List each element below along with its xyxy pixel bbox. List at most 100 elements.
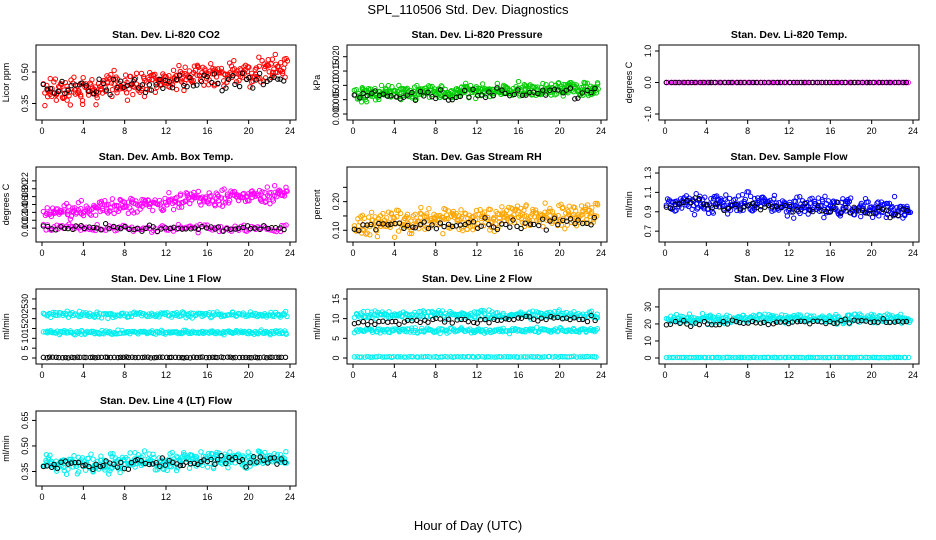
data-point xyxy=(353,86,359,93)
data-point xyxy=(734,79,740,86)
data-point xyxy=(357,94,364,100)
data-point xyxy=(521,354,527,360)
data-point xyxy=(515,87,521,93)
data-point xyxy=(106,225,112,232)
data-point xyxy=(204,73,210,80)
x-tick-label: 16 xyxy=(513,248,523,258)
data-point xyxy=(721,79,728,86)
data-point xyxy=(398,354,404,360)
data-point xyxy=(117,469,123,476)
data-point xyxy=(843,204,849,211)
data-point xyxy=(511,219,518,226)
data-point xyxy=(423,213,430,219)
data-point xyxy=(148,87,155,93)
data-point xyxy=(576,316,582,323)
data-point xyxy=(63,354,69,361)
data-point xyxy=(66,92,72,99)
data-point xyxy=(417,221,423,228)
data-point xyxy=(240,354,246,361)
data-point xyxy=(129,81,135,87)
x-tick-label: 24 xyxy=(908,248,918,258)
data-point xyxy=(267,76,273,83)
panel-title: Stan. Dev. Line 1 Flow xyxy=(111,273,222,285)
data-point xyxy=(49,205,56,211)
data-point xyxy=(496,354,502,360)
data-point xyxy=(778,354,784,361)
data-point xyxy=(790,209,796,215)
y-tick-label: -1.0 xyxy=(643,106,653,122)
data-point xyxy=(868,204,875,210)
data-point xyxy=(389,318,395,325)
data-point xyxy=(563,87,569,93)
panel-title: Stan. Dev. Line 4 (LT) Flow xyxy=(100,395,233,407)
data-point xyxy=(900,79,906,86)
y-tick-label: 0 xyxy=(331,355,341,360)
data-point xyxy=(355,319,362,326)
data-point xyxy=(526,314,533,320)
data-point xyxy=(90,469,96,475)
data-point xyxy=(131,210,137,216)
data-point xyxy=(558,83,564,89)
data-point xyxy=(392,326,398,332)
data-point xyxy=(593,354,599,360)
data-point xyxy=(481,308,487,314)
data-point xyxy=(250,78,256,84)
y-tick-label: 0.18 xyxy=(20,188,30,206)
data-point xyxy=(540,80,546,87)
data-point xyxy=(806,79,812,86)
data-point xyxy=(905,79,911,86)
data-point xyxy=(283,222,289,228)
data-point xyxy=(465,318,471,325)
data-point xyxy=(766,354,772,361)
data-point xyxy=(415,354,421,360)
data-point xyxy=(679,205,685,211)
data-point xyxy=(892,211,899,218)
data-point xyxy=(797,194,803,200)
data-point xyxy=(802,318,808,325)
data-point xyxy=(750,79,756,86)
x-tick-label: 20 xyxy=(867,370,877,380)
data-point xyxy=(836,79,842,86)
data-point xyxy=(536,222,542,229)
data-point xyxy=(218,452,224,459)
data-point xyxy=(511,354,517,360)
data-point xyxy=(479,307,485,314)
data-point xyxy=(404,211,411,218)
data-point xyxy=(881,312,888,319)
data-point xyxy=(204,199,211,205)
data-point xyxy=(360,90,366,96)
data-point xyxy=(380,318,386,324)
data-point xyxy=(390,354,397,360)
data-point xyxy=(424,211,430,217)
y-tick-label: 20 xyxy=(643,319,653,329)
data-point xyxy=(785,354,792,361)
data-point xyxy=(372,88,378,94)
data-point xyxy=(773,354,779,361)
data-point xyxy=(93,204,99,210)
data-point xyxy=(152,89,159,96)
data-point xyxy=(243,464,249,470)
data-point xyxy=(79,97,86,104)
data-point xyxy=(486,221,492,228)
data-point xyxy=(194,82,200,88)
data-point xyxy=(892,319,898,325)
data-point xyxy=(230,72,236,79)
data-point xyxy=(195,188,202,195)
data-point xyxy=(197,354,203,360)
data-point xyxy=(849,354,856,361)
data-point xyxy=(167,354,173,361)
data-point xyxy=(757,320,764,326)
data-point xyxy=(873,209,879,215)
data-point xyxy=(244,69,251,75)
data-point xyxy=(206,200,212,207)
data-point xyxy=(442,206,449,213)
data-point xyxy=(898,311,904,318)
data-point xyxy=(717,354,723,361)
data-point xyxy=(760,194,766,201)
data-point xyxy=(440,230,446,237)
data-point xyxy=(560,204,566,211)
data-point xyxy=(892,209,898,215)
data-point xyxy=(93,101,99,108)
data-point xyxy=(372,321,378,328)
data-point xyxy=(876,79,882,86)
